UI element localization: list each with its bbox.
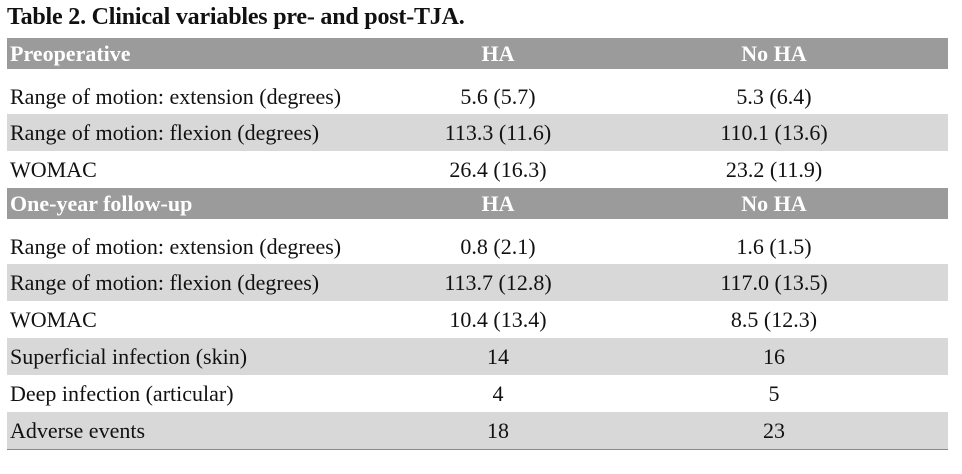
cell-ha: 113.7 (12.8): [444, 269, 552, 295]
column-header-no-ha: No HA: [741, 41, 807, 66]
table-row: Range of motion: extension (degrees) 0.8…: [7, 219, 948, 264]
table-row: Superficial infection (skin) 14 16: [7, 338, 948, 375]
cell-no-ha: 5: [768, 380, 780, 406]
row-label: Deep infection (articular): [10, 380, 234, 406]
table-row: WOMAC 26.4 (16.3) 23.2 (11.9): [7, 151, 948, 188]
table-row: Deep infection (articular) 4 5: [7, 375, 948, 412]
cell-no-ha: 23: [763, 417, 785, 443]
cell-ha: 26.4 (16.3): [449, 156, 547, 182]
cell-no-ha: 117.0 (13.5): [720, 269, 828, 295]
cell-no-ha: 23.2 (11.9): [725, 156, 823, 182]
row-label: WOMAC: [10, 156, 97, 182]
table-row: Range of motion: flexion (degrees) 113.3…: [7, 114, 948, 151]
table-row: WOMAC 10.4 (13.4) 8.5 (12.3): [7, 301, 948, 338]
column-header-no-ha: No HA: [741, 191, 807, 216]
row-label: Range of motion: flexion (degrees): [10, 269, 320, 295]
row-label: Superficial infection (skin): [10, 343, 248, 369]
cell-no-ha: 16: [763, 343, 785, 369]
section-header-label: Preoperative: [10, 41, 131, 66]
cell-ha: 18: [487, 417, 509, 443]
table-row: Range of motion: flexion (degrees) 113.7…: [7, 264, 948, 301]
cell-ha: 4: [492, 380, 504, 406]
cell-ha: 14: [487, 343, 509, 369]
cell-no-ha: 5.3 (6.4): [736, 84, 812, 109]
column-header-ha: HA: [481, 191, 515, 216]
section-header-one-year-follow-up: One-year follow-up HA No HA: [7, 188, 948, 219]
section-header-preoperative: Preoperative HA No HA: [7, 38, 948, 69]
clinical-variables-table: Preoperative HA No HA Range of motion: e…: [7, 38, 948, 450]
row-label: Range of motion: extension (degrees): [10, 84, 342, 109]
table-row: Range of motion: extension (degrees) 5.6…: [7, 69, 948, 114]
cell-no-ha: 110.1 (13.6): [720, 119, 828, 145]
cell-no-ha: 8.5 (12.3): [730, 306, 818, 332]
table-row: Adverse events 18 23: [7, 412, 948, 450]
row-label: Adverse events: [10, 417, 146, 443]
section-header-label: One-year follow-up: [10, 191, 193, 216]
row-label: WOMAC: [10, 306, 97, 332]
cell-ha: 113.3 (11.6): [444, 119, 552, 145]
cell-no-ha: 1.6 (1.5): [736, 234, 812, 259]
column-header-ha: HA: [481, 41, 515, 66]
row-label: Range of motion: flexion (degrees): [10, 119, 320, 145]
table-caption: Table 2. Clinical variables pre- and pos…: [7, 4, 465, 30]
cell-ha: 10.4 (13.4): [449, 306, 547, 332]
row-label: Range of motion: extension (degrees): [10, 234, 342, 259]
cell-ha: 0.8 (2.1): [460, 234, 536, 259]
cell-ha: 5.6 (5.7): [460, 84, 536, 109]
